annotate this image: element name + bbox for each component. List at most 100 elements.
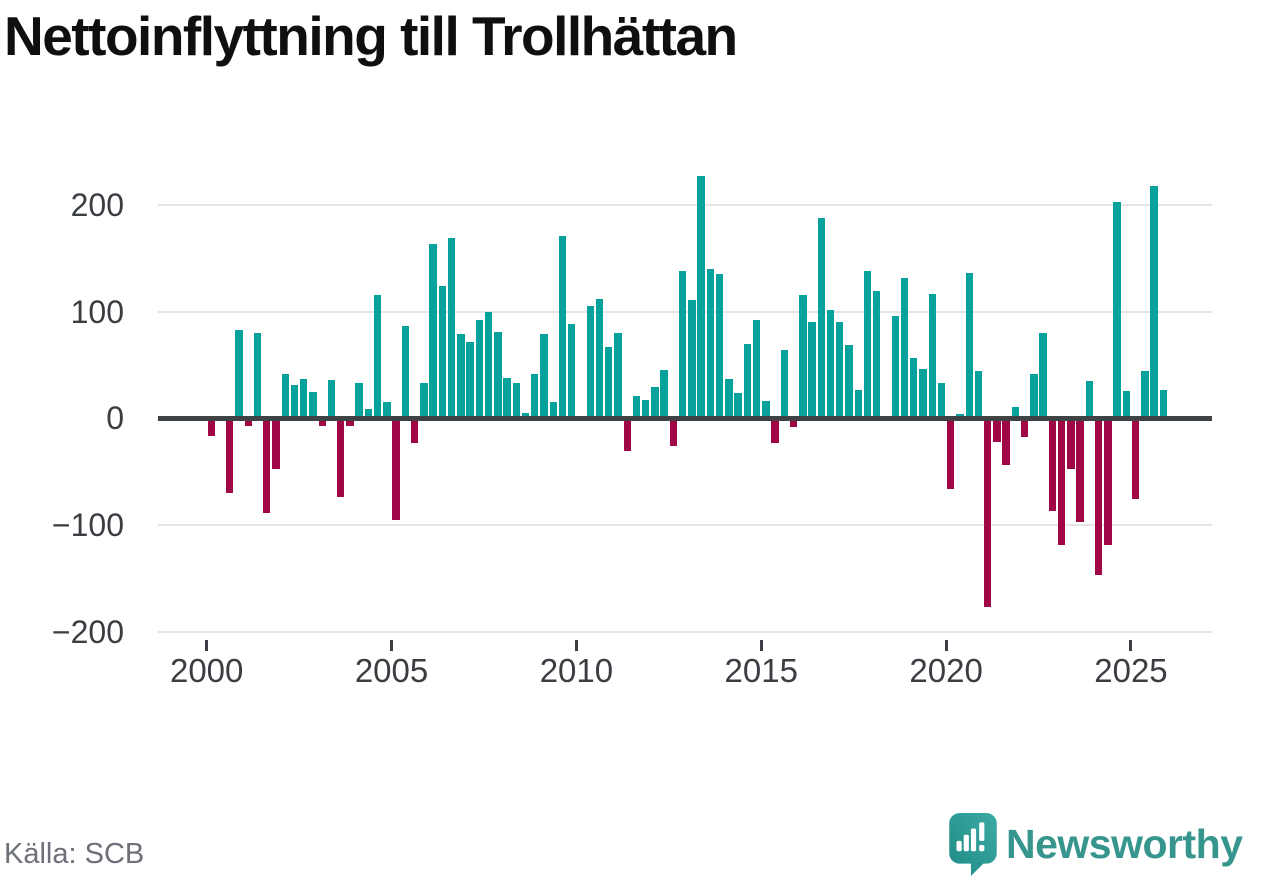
bar <box>734 392 742 419</box>
x-axis-tick <box>944 640 948 651</box>
bar <box>595 298 604 419</box>
brand-logo: Newsworthy <box>948 812 1260 876</box>
bar <box>1076 418 1084 522</box>
bar <box>475 320 484 419</box>
bar <box>568 324 576 419</box>
bar <box>623 418 631 452</box>
bar <box>438 286 447 419</box>
bar <box>891 315 899 419</box>
bar <box>558 235 567 419</box>
bar <box>826 309 835 419</box>
bar <box>873 291 881 419</box>
x-axis-tick-label: 2025 <box>1094 652 1168 689</box>
y-axis-tick-label: 200 <box>70 187 124 223</box>
bar <box>327 379 336 419</box>
bar <box>531 373 539 419</box>
bar <box>1048 418 1057 512</box>
bar <box>263 418 271 514</box>
x-axis-tick-label: 2010 <box>539 652 614 689</box>
bar <box>410 418 419 443</box>
y-axis-tick-label: 100 <box>70 293 124 330</box>
bar <box>836 322 844 419</box>
bar <box>244 418 252 426</box>
bar <box>420 383 428 419</box>
bar <box>447 238 456 419</box>
bar <box>235 329 243 419</box>
x-axis-tick <box>574 640 578 651</box>
bar <box>1057 418 1066 546</box>
bar <box>401 325 410 419</box>
bar <box>725 378 733 419</box>
bar <box>651 387 659 419</box>
bar <box>226 418 234 493</box>
bar <box>1159 389 1167 419</box>
bar <box>272 418 280 470</box>
bar <box>521 412 530 419</box>
y-axis-tick-label: −100 <box>51 506 124 543</box>
bar <box>771 418 779 443</box>
bar <box>457 334 465 419</box>
bar <box>1085 380 1094 419</box>
bar <box>281 373 289 419</box>
bar <box>1094 418 1103 576</box>
bar <box>919 369 927 419</box>
x-axis-tick-label: 2020 <box>909 652 983 689</box>
bar <box>466 341 474 419</box>
bar <box>1150 185 1158 419</box>
bar <box>484 311 493 419</box>
bar <box>817 217 825 419</box>
bar <box>1011 406 1020 419</box>
bar <box>947 418 955 489</box>
bar <box>392 418 400 520</box>
bar <box>642 400 650 419</box>
bar <box>854 389 862 419</box>
bar <box>762 401 770 419</box>
bar <box>1002 418 1010 466</box>
y-axis-tick-label: −200 <box>51 613 124 650</box>
bar <box>253 332 262 419</box>
bar <box>1141 371 1149 419</box>
speech-bubble-bar-chart-icon <box>949 813 997 876</box>
bar <box>512 383 520 419</box>
bar <box>1131 418 1140 500</box>
bar <box>845 344 853 419</box>
bar <box>1113 201 1121 419</box>
bar <box>688 299 696 419</box>
bar <box>789 418 798 427</box>
bar <box>355 383 363 419</box>
x-axis-tick <box>759 640 763 651</box>
bar <box>549 402 557 419</box>
bar <box>715 274 724 419</box>
gridline <box>158 523 1212 526</box>
bar <box>1030 373 1038 419</box>
brand-name: Newsworthy <box>1006 821 1243 867</box>
zero-axis-line <box>158 415 1212 421</box>
bar <box>373 294 382 419</box>
bar <box>808 322 816 419</box>
bar <box>290 385 299 419</box>
bar <box>586 306 594 419</box>
gridline <box>158 630 1212 633</box>
bar <box>1122 390 1131 419</box>
x-axis-tick-label: 2005 <box>354 652 429 689</box>
bar <box>678 271 687 419</box>
gridline <box>158 204 1212 206</box>
bar <box>900 277 909 419</box>
bar <box>910 357 918 419</box>
bar <box>752 320 761 419</box>
bar <box>632 395 641 419</box>
bar <box>1104 418 1112 546</box>
chart-title: Nettoinflyttning till Trollhättan <box>4 5 738 67</box>
x-axis-tick <box>205 640 209 651</box>
bar <box>965 273 973 419</box>
bar <box>614 332 622 419</box>
bar <box>300 378 308 419</box>
bar <box>364 408 373 419</box>
source-note: Källa: SCB <box>4 838 145 870</box>
bar <box>207 418 215 437</box>
bar <box>974 371 983 419</box>
x-axis-tick-label: 2015 <box>724 652 798 689</box>
x-axis-tick <box>390 640 394 651</box>
bar <box>983 418 992 608</box>
